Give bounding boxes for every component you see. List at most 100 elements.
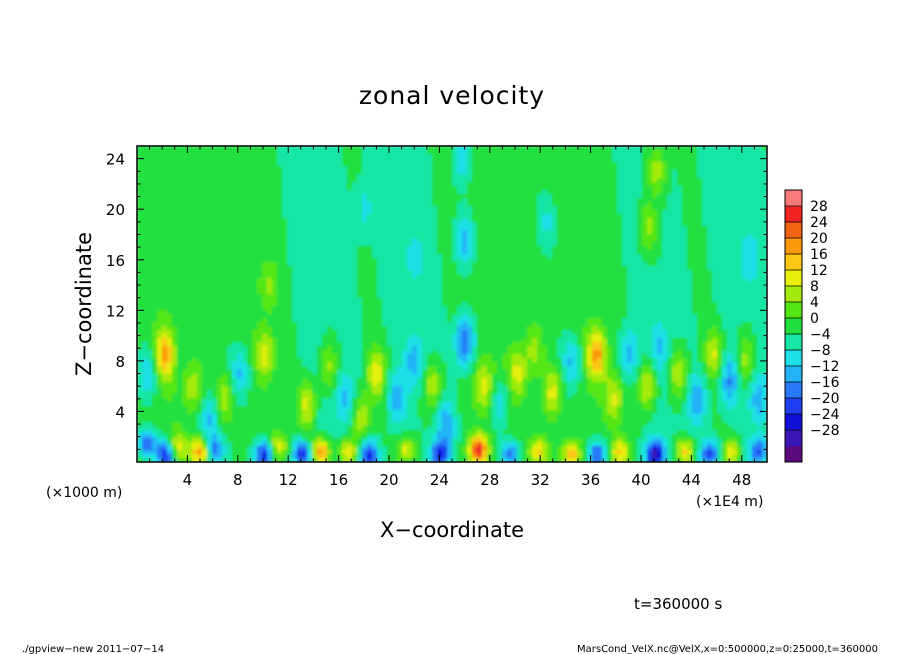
heatmap-cell (537, 226, 543, 231)
heatmap-cell (442, 278, 448, 283)
heatmap-cell (442, 246, 448, 251)
heatmap-cell (407, 210, 413, 215)
heatmap-cell (762, 158, 767, 163)
heatmap-cell (507, 298, 513, 303)
heatmap-cell (182, 158, 188, 163)
heatmap-cell (637, 146, 643, 151)
heatmap-cell (437, 226, 443, 231)
heatmap-cell (637, 294, 643, 299)
heatmap-cell (722, 230, 728, 235)
heatmap-cell (422, 290, 428, 295)
heatmap-cell (357, 230, 363, 235)
heatmap-cell (622, 202, 628, 207)
heatmap-cell (697, 294, 703, 299)
heatmap-cell (392, 258, 398, 263)
heatmap-cell (432, 214, 438, 219)
heatmap-cell (692, 158, 698, 163)
heatmap-cell (252, 198, 258, 203)
heatmap-cell (367, 218, 373, 223)
heatmap-cell (582, 190, 588, 195)
heatmap-cell (402, 274, 408, 279)
heatmap-cell (177, 166, 183, 171)
heatmap-cell (147, 274, 153, 279)
heatmap-cell (582, 162, 588, 167)
heatmap-cell (257, 162, 263, 167)
heatmap-cell (607, 150, 613, 155)
heatmap-cell (332, 210, 338, 215)
heatmap-cell (732, 230, 738, 235)
heatmap-cell (462, 182, 468, 187)
heatmap-cell (512, 282, 518, 287)
heatmap-cell (277, 170, 283, 175)
heatmap-cell (552, 290, 558, 295)
heatmap-cell (697, 258, 703, 263)
heatmap-cell (712, 146, 718, 151)
heatmap-cell (447, 198, 453, 203)
heatmap-cell (442, 270, 448, 275)
heatmap-cell (742, 286, 748, 291)
heatmap-cell (227, 234, 233, 239)
heatmap-cell (397, 290, 403, 295)
heatmap-cell (527, 146, 533, 151)
heatmap-cell (452, 250, 458, 255)
heatmap-cell (272, 162, 278, 167)
heatmap-cell (452, 242, 458, 247)
heatmap-cell (712, 246, 718, 251)
heatmap-cell (557, 210, 563, 215)
heatmap-cell (467, 242, 473, 247)
heatmap-cell (372, 266, 378, 271)
heatmap-cell (267, 274, 273, 279)
heatmap-cell (297, 198, 303, 203)
heatmap-cell (217, 174, 223, 179)
heatmap-cell (162, 150, 168, 155)
heatmap-cell (572, 194, 578, 199)
heatmap-cell (227, 254, 233, 259)
heatmap-cell (627, 254, 633, 259)
heatmap-cell (332, 278, 338, 283)
heatmap-cell (472, 158, 478, 163)
heatmap-cell (237, 170, 243, 175)
heatmap-cell (647, 182, 653, 187)
heatmap-cell (627, 286, 633, 291)
heatmap-cell (512, 302, 518, 307)
heatmap-cell (442, 234, 448, 239)
heatmap-cell (147, 278, 153, 283)
heatmap-cell (602, 146, 608, 151)
heatmap-cell (497, 294, 503, 299)
heatmap-cell (252, 262, 258, 267)
heatmap-cell (517, 250, 523, 255)
heatmap-cell (482, 226, 488, 231)
heatmap-cell (387, 274, 393, 279)
heatmap-cell (542, 250, 548, 255)
heatmap-cell (182, 166, 188, 171)
heatmap-cell (752, 218, 758, 223)
heatmap-cell (752, 182, 758, 187)
heatmap-cell (622, 166, 628, 171)
heatmap-cell (262, 226, 268, 231)
heatmap-cell (452, 230, 458, 235)
heatmap-cell (432, 262, 438, 267)
heatmap-cell (417, 170, 423, 175)
heatmap-cell (292, 302, 298, 307)
heatmap-cell (402, 146, 408, 151)
heatmap-cell (707, 190, 713, 195)
heatmap-cell (707, 158, 713, 163)
heatmap-cell (152, 194, 158, 199)
heatmap-cell (287, 222, 293, 227)
heatmap-cell (587, 190, 593, 195)
heatmap-cell (322, 158, 328, 163)
heatmap-cell (497, 162, 503, 167)
heatmap-cell (717, 238, 723, 243)
heatmap-cell (747, 178, 753, 183)
heatmap-cell (267, 198, 273, 203)
heatmap-cell (607, 174, 613, 179)
heatmap-cell (317, 230, 323, 235)
heatmap-cell (552, 190, 558, 195)
heatmap-cell (392, 214, 398, 219)
heatmap-cell (352, 194, 358, 199)
heatmap-cell (612, 286, 618, 291)
heatmap-cell (712, 174, 718, 179)
heatmap-cell (312, 218, 318, 223)
heatmap-cell (322, 274, 328, 279)
heatmap-cell (192, 246, 198, 251)
